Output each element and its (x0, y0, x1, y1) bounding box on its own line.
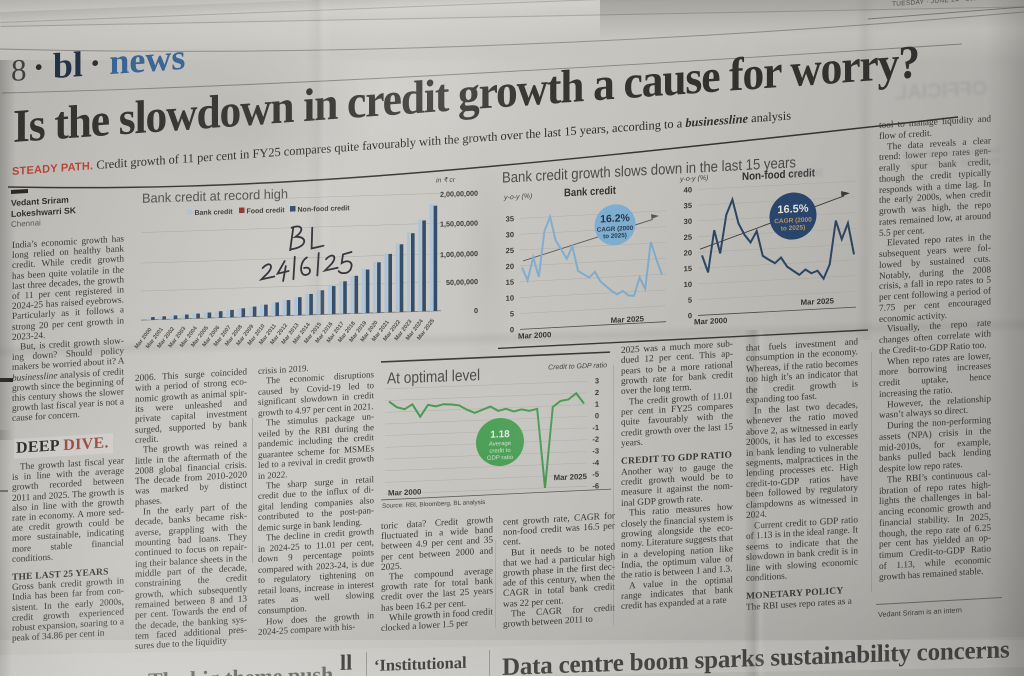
svg-text:2,00,00,000: 2,00,00,000 (440, 189, 478, 199)
svg-text:Source: RBI, Bloomberg, BL ana: Source: RBI, Bloomberg, BL analysis (382, 499, 485, 510)
svg-text:16.5%: 16.5% (777, 203, 808, 217)
svg-text:Mar 2025: Mar 2025 (801, 296, 835, 307)
svg-text:0: 0 (595, 411, 599, 420)
svg-text:15: 15 (684, 264, 692, 273)
svg-text:to 2025): to 2025) (781, 224, 806, 232)
svg-text:10: 10 (506, 293, 514, 302)
svg-text:-4: -4 (592, 458, 599, 467)
svg-text:35: 35 (684, 201, 692, 210)
svg-text:Bank credit at record high: Bank credit at record high (142, 186, 288, 206)
svg-text:1,00,00,000: 1,00,00,000 (440, 249, 478, 259)
svg-text:Credit to GDP ratio: Credit to GDP ratio (548, 362, 607, 371)
svg-text:40: 40 (684, 185, 692, 194)
svg-text:25: 25 (684, 233, 692, 242)
svg-text:GDP ratio: GDP ratio (487, 455, 514, 462)
svg-text:0: 0 (474, 306, 478, 315)
svg-text:1: 1 (595, 400, 599, 409)
svg-text:Food credit: Food credit (247, 207, 286, 215)
svg-text:Mar 2000: Mar 2000 (694, 316, 728, 327)
svg-text:Mar 2000: Mar 2000 (388, 487, 422, 497)
svg-text:Mar 2000: Mar 2000 (518, 330, 552, 341)
svg-text:2: 2 (595, 388, 599, 397)
svg-text:30: 30 (506, 230, 514, 239)
svg-text:30: 30 (684, 217, 692, 226)
svg-text:5: 5 (688, 296, 692, 305)
svg-text:1.18: 1.18 (490, 429, 510, 441)
svg-text:Mar 2025: Mar 2025 (611, 314, 645, 325)
svg-text:16.2%: 16.2% (600, 212, 630, 226)
svg-text:-5: -5 (592, 470, 599, 479)
svg-text:Mar 2025: Mar 2025 (554, 472, 588, 482)
svg-text:At optimal level: At optimal level (387, 367, 480, 388)
svg-text:credit to: credit to (489, 448, 511, 455)
svg-text:Non-food credit: Non-food credit (298, 205, 351, 214)
svg-text:y-o-y (%): y-o-y (%) (679, 175, 708, 184)
svg-text:20: 20 (684, 248, 692, 257)
svg-text:20: 20 (506, 262, 514, 271)
svg-text:Bank credit: Bank credit (564, 185, 616, 200)
svg-text:25: 25 (506, 246, 514, 255)
svg-text:-1: -1 (592, 423, 599, 432)
svg-text:10: 10 (684, 280, 692, 289)
svg-text:Average: Average (489, 441, 512, 448)
svg-text:0: 0 (688, 311, 692, 320)
svg-text:in ₹ cr: in ₹ cr (436, 177, 456, 185)
svg-text:50,00,000: 50,00,000 (446, 277, 478, 287)
svg-text:-3: -3 (592, 446, 599, 455)
svg-text:-2: -2 (592, 435, 599, 444)
svg-text:15: 15 (506, 278, 514, 287)
svg-text:y-o-y (%): y-o-y (%) (503, 193, 532, 202)
svg-text:Bank credit: Bank credit (195, 209, 234, 217)
svg-text:5: 5 (510, 309, 514, 318)
svg-text:-6: -6 (592, 481, 599, 490)
svg-text:3: 3 (595, 376, 599, 385)
svg-text:0: 0 (510, 325, 514, 334)
svg-text:1,50,00,000: 1,50,00,000 (440, 218, 478, 228)
svg-text:to 2025): to 2025) (603, 232, 627, 240)
svg-text:35: 35 (506, 214, 514, 223)
